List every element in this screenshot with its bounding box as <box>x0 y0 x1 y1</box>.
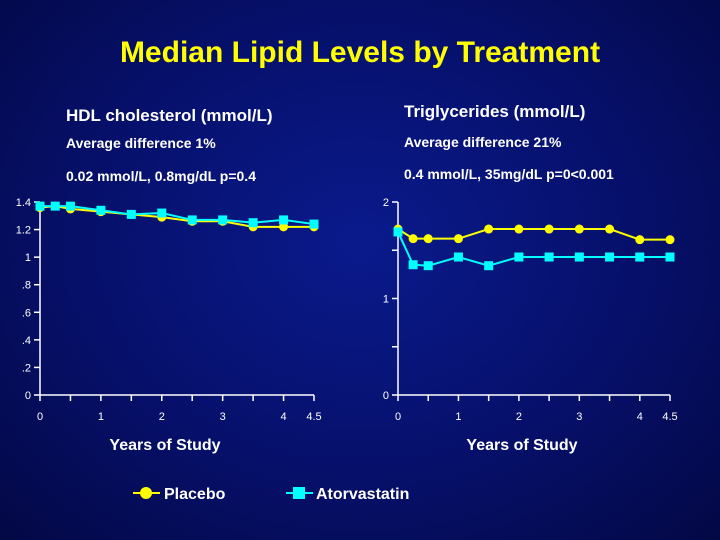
tg-y-tick-label: 1 <box>383 294 389 306</box>
tg-atorvastatin-point <box>393 227 403 237</box>
hdl-x-tick-label: 0 <box>37 411 43 423</box>
tg-placebo-point <box>423 234 433 244</box>
tg-placebo-point <box>574 224 584 234</box>
hdl-y-tick-label: 1 <box>25 252 31 264</box>
tg-placebo-point <box>484 224 494 234</box>
tg-y-tick-label: 0 <box>383 390 389 402</box>
hdl-x-tick-label: 4 <box>280 411 286 423</box>
tg-atorvastatin-point <box>423 261 433 271</box>
left-annotation-1: Average difference 1% <box>66 135 216 151</box>
tg-placebo-point <box>408 234 418 244</box>
tg-placebo-point <box>544 224 554 234</box>
hdl-atorvastatin-point <box>218 215 228 225</box>
tg-placebo-point <box>605 224 615 234</box>
tg-atorvastatin-point <box>453 252 463 262</box>
left-annotation-2: 0.02 mmol/L, 0.8mg/dL p=0.4 <box>66 168 256 184</box>
tg-placebo-point <box>453 234 463 244</box>
hdl-y-tick-label: .8 <box>22 280 31 292</box>
legend-atorvastatin-label: Atorvastatin <box>316 486 410 503</box>
right-chart-title: Triglycerides (mmol/L) <box>404 102 586 121</box>
hdl-x-tick-label: 4.5 <box>306 411 321 423</box>
left-chart-title: HDL cholesterol (mmol/L) <box>66 106 273 125</box>
tg-atorvastatin-point <box>574 252 584 262</box>
tg-atorvastatin-point <box>635 252 645 262</box>
tg-x-tick-label: 4.5 <box>662 411 677 423</box>
tg-x-tick-label: 2 <box>516 411 522 423</box>
tg-y-tick-label: 2 <box>383 197 389 209</box>
legend-atorvastatin-marker <box>286 487 313 499</box>
tg-atorvastatin-point <box>544 252 554 262</box>
hdl-placebo-point <box>279 222 289 232</box>
tg-atorvastatin-point <box>514 252 524 262</box>
hdl-atorvastatin-point <box>309 219 319 229</box>
legend-placebo-marker <box>133 487 160 499</box>
tg-x-tick-label: 1 <box>455 411 461 423</box>
right-annotation-2: 0.4 mmol/L, 35mg/dL p=0<0.001 <box>404 166 614 182</box>
tg-atorvastatin-point <box>484 261 494 271</box>
hdl-atorvastatin-point <box>50 201 60 211</box>
right-annotation-1: Average difference 21% <box>404 134 562 150</box>
hdl-y-tick-label: .6 <box>22 307 31 319</box>
hdl-x-tick-label: 1 <box>98 411 104 423</box>
tg-x-tick-label: 4 <box>637 411 643 423</box>
legend-placebo-label: Placebo <box>164 486 226 503</box>
hdl-atorvastatin-point <box>248 218 258 228</box>
hdl-atorvastatin-point <box>126 209 136 219</box>
hdl-y-tick-label: 0 <box>25 390 31 402</box>
hdl-atorvastatin-point <box>157 208 167 218</box>
hdl-atorvastatin-point <box>35 201 45 211</box>
hdl-y-tick-label: .2 <box>22 362 31 374</box>
hdl-y-tick-label: 1.2 <box>16 225 31 237</box>
tg-placebo-point <box>635 235 645 245</box>
hdl-y-tick-label: .4 <box>22 335 31 347</box>
tg-atorvastatin-point <box>605 252 615 262</box>
hdl-atorvastatin-point <box>65 201 75 211</box>
tg-placebo-point <box>514 224 524 234</box>
tg-atorvastatin-point <box>408 260 418 270</box>
hdl-atorvastatin-point <box>187 215 197 225</box>
tg-placebo-point <box>665 235 675 245</box>
tg-x-tick-label: 3 <box>576 411 582 423</box>
tg-x-axis-label: Years of Study <box>466 437 577 454</box>
hdl-x-tick-label: 2 <box>159 411 165 423</box>
hdl-y-tick-label: 1.4 <box>16 197 31 209</box>
tg-atorvastatin-point <box>665 252 675 262</box>
tg-x-tick-label: 0 <box>395 411 401 423</box>
hdl-atorvastatin-point <box>96 205 106 215</box>
slide-title: Median Lipid Levels by Treatment <box>119 36 601 69</box>
hdl-atorvastatin-point <box>279 215 289 225</box>
hdl-x-tick-label: 3 <box>220 411 226 423</box>
hdl-x-axis-label: Years of Study <box>109 437 220 454</box>
